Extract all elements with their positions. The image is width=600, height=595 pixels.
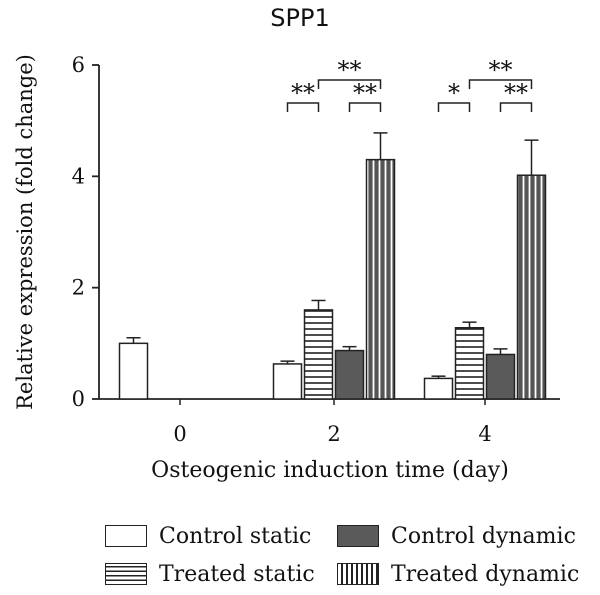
y-tick-label: 4	[72, 164, 85, 188]
bar-control-dynamic	[334, 349, 365, 400]
legend-item-control-static: Control static	[105, 520, 311, 552]
significance-bracket	[348, 102, 382, 112]
x-axis-label: Osteogenic induction time (day)	[151, 458, 509, 483]
bar-treated-static	[303, 309, 334, 400]
x-tick-label: 0	[173, 422, 186, 446]
bar-control-static	[423, 377, 454, 400]
x-tick-label: 4	[478, 422, 491, 446]
bar-treated-dynamic	[516, 174, 547, 400]
legend-swatch-treated-static	[105, 563, 147, 585]
legend-item-control-dynamic: Control dynamic	[337, 520, 576, 552]
y-tick-label: 6	[72, 53, 85, 77]
significance-bracket	[437, 102, 471, 112]
legend-label: Treated static	[159, 561, 315, 587]
legend-label: Control static	[159, 523, 312, 549]
legend-item-treated-dynamic: Treated dynamic	[337, 558, 579, 590]
significance-bracket	[499, 102, 533, 112]
bar-control-static	[118, 342, 149, 400]
bar-control-dynamic	[485, 353, 516, 400]
bar-control-static	[272, 363, 303, 400]
legend: Control static Control dynamic Treated s…	[105, 516, 600, 592]
x-tick-label: 2	[327, 422, 340, 446]
legend-swatch-control-dynamic	[337, 525, 379, 547]
bar-treated-static	[454, 326, 485, 400]
significance-bracket	[286, 102, 320, 112]
legend-swatch-control-static	[105, 525, 147, 547]
legend-label: Treated dynamic	[391, 561, 580, 587]
significance-bracket	[317, 79, 382, 89]
significance-bracket	[468, 79, 533, 89]
significance-label: **	[353, 79, 377, 107]
significance-label: **	[291, 79, 315, 107]
legend-label: Control dynamic	[391, 523, 576, 549]
legend-item-treated-static: Treated static	[105, 558, 315, 590]
y-tick-label: 0	[72, 387, 85, 411]
significance-label: **	[338, 56, 362, 84]
chart-title: SPP1	[270, 4, 330, 32]
significance-label: **	[504, 79, 528, 107]
significance-label: *	[448, 79, 460, 107]
significance-label: **	[489, 56, 513, 84]
bar-treated-dynamic	[365, 158, 396, 400]
legend-swatch-treated-dynamic	[337, 563, 379, 585]
y-axis-label: Relative expression (fold change)	[13, 54, 37, 410]
y-tick-label: 2	[72, 276, 85, 300]
